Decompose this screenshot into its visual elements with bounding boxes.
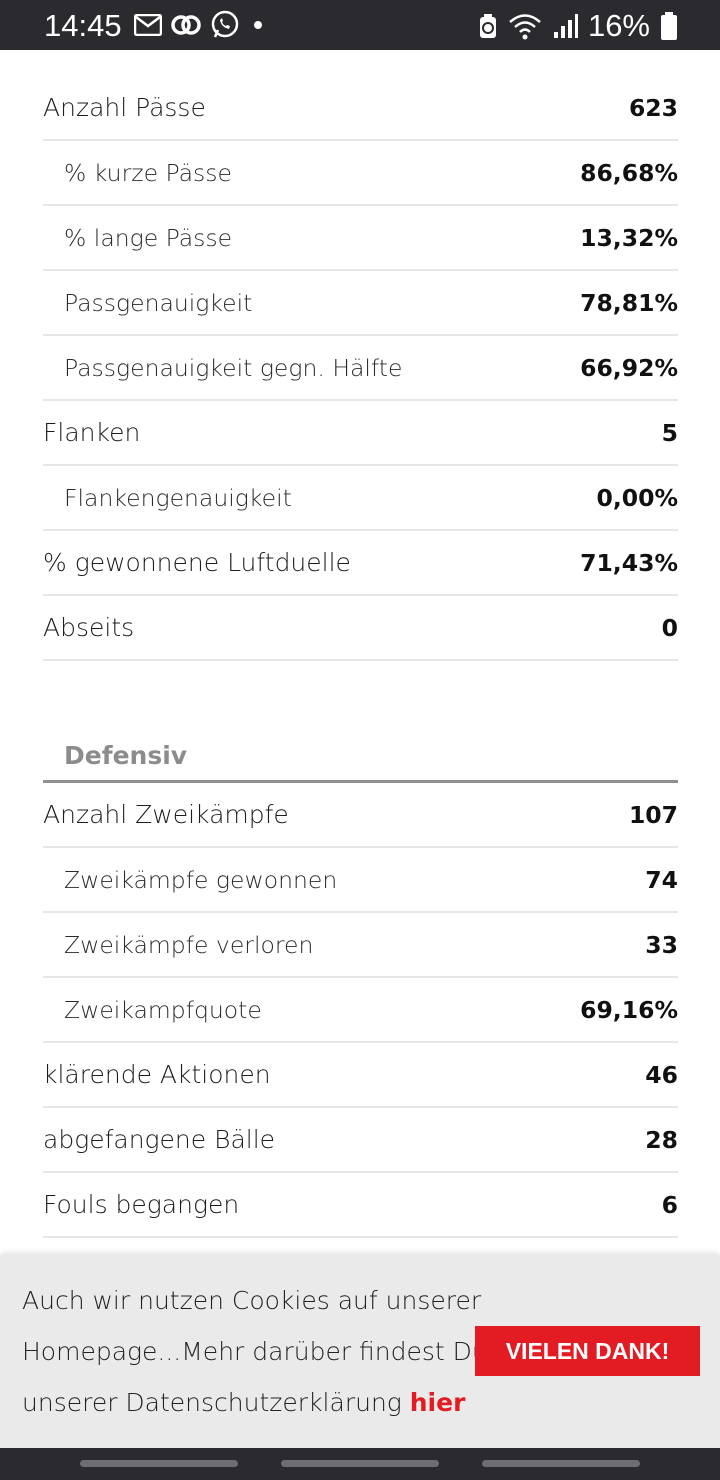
stat-label: Abseits [43,613,135,642]
battery-percent: 16% [587,8,650,43]
navigation-bar [0,1448,720,1480]
defensive-stats: Anzahl Zweikämpfe 107 Zweikämpfe gewonnen 7… [43,783,678,1238]
stat-row: Abseits 0 [43,596,678,661]
stat-row: Anzahl Zweikämpfe 107 [43,783,678,848]
stat-value: 33 [645,930,678,959]
stats-table: Anzahl Pässe 623 % kurze Pässe 86,68% % lang… [43,50,678,1238]
stat-label: % lange Pässe [64,223,233,252]
battery-icon [661,12,677,40]
stat-row: Zweikampfquote 69,16% [43,978,678,1043]
whatsapp-icon [211,10,239,38]
stat-value: 74 [645,865,678,894]
offensive-stats: Anzahl Pässe 623 % kurze Pässe 86,68% % lang… [43,50,678,661]
status-time: 14:45 [44,8,122,43]
cookie-text: Auch wir nutzen Cookies auf unserer Home… [22,1275,712,1428]
stat-row: Flankengenauigkeit 0,00% [43,466,678,531]
privacy-link[interactable]: hier [409,1388,466,1417]
stat-label: Zweikämpfe gewonnen [64,865,338,894]
cookie-text-line2: Homepage...Mehr darüber findest Du in [22,1337,519,1366]
stat-row: Flanken 5 [43,401,678,466]
stat-value: 0 [661,613,678,642]
signal-icon [553,14,578,38]
stat-label: % kurze Pässe [64,158,232,187]
stat-row: klärende Aktionen 46 [43,1043,678,1108]
stat-row: Fouls begangen 6 [43,1173,678,1238]
stat-label: Flanken [43,418,141,447]
cookie-text-line1: Auch wir nutzen Cookies auf unserer [22,1286,482,1315]
stat-label: Zweikampfquote [64,995,262,1024]
stat-label: abgefangene Bälle [43,1125,276,1154]
stat-value: 107 [628,800,678,829]
stat-label: Passgenauigkeit gegn. Hälfte [64,353,403,382]
dot-icon [254,21,262,29]
stat-label: Passgenauigkeit [64,288,253,317]
nav-recent-button[interactable] [80,1460,238,1467]
stat-row: Zweikämpfe gewonnen 74 [43,848,678,913]
stat-value: 13,32% [580,223,678,252]
stat-label: Zweikämpfe verloren [64,930,314,959]
stat-row: % gewonnene Luftduelle 71,43% [43,531,678,596]
accept-cookies-button[interactable]: VIELEN DANK! [475,1326,700,1376]
mail-icon [134,14,162,36]
recycle-battery-icon [479,14,496,38]
nav-back-button[interactable] [482,1460,640,1467]
stat-label: Flankengenauigkeit [64,483,292,512]
stat-value: 86,68% [580,158,678,187]
stat-row: % kurze Pässe 86,68% [43,141,678,206]
status-bar: 14:45 16% [0,0,720,50]
nav-home-button[interactable] [281,1460,439,1467]
stat-row: abgefangene Bälle 28 [43,1108,678,1173]
stat-value: 69,16% [580,995,678,1024]
section-title-defensiv: Defensiv [43,731,678,783]
sync-icon [171,15,201,35]
stat-value: 5 [661,418,678,447]
stat-label: Anzahl Zweikämpfe [43,800,289,829]
stat-label: Fouls begangen [43,1190,240,1219]
stat-row: Anzahl Pässe 623 [43,50,678,141]
stat-value: 71,43% [580,548,678,577]
stat-label: klärende Aktionen [43,1060,271,1089]
stat-label: Anzahl Pässe [43,93,206,122]
stat-value: 46 [645,1060,678,1089]
stat-row: % lange Pässe 13,32% [43,206,678,271]
cookie-text-line3: unserer Datenschutzerklärung hier [22,1377,712,1428]
stat-value: 66,92% [580,353,678,382]
stat-row: Passgenauigkeit gegn. Hälfte 66,92% [43,336,678,401]
cookie-text-line3-body: unserer Datenschutzerklärung [22,1388,402,1417]
stat-row: Zweikämpfe verloren 33 [43,913,678,978]
stat-value: 6 [661,1190,678,1219]
system-icons: 16% [478,8,678,44]
wifi-icon [509,14,541,40]
stat-value: 78,81% [580,288,678,317]
notification-icons [134,9,262,41]
stat-row: Passgenauigkeit 78,81% [43,271,678,336]
stat-value: 0,00% [596,483,678,512]
stat-value: 28 [645,1125,678,1154]
cookie-banner: Auch wir nutzen Cookies auf unserer Home… [0,1255,720,1448]
stat-value: 623 [628,93,678,122]
stat-label: % gewonnene Luftduelle [43,548,351,577]
